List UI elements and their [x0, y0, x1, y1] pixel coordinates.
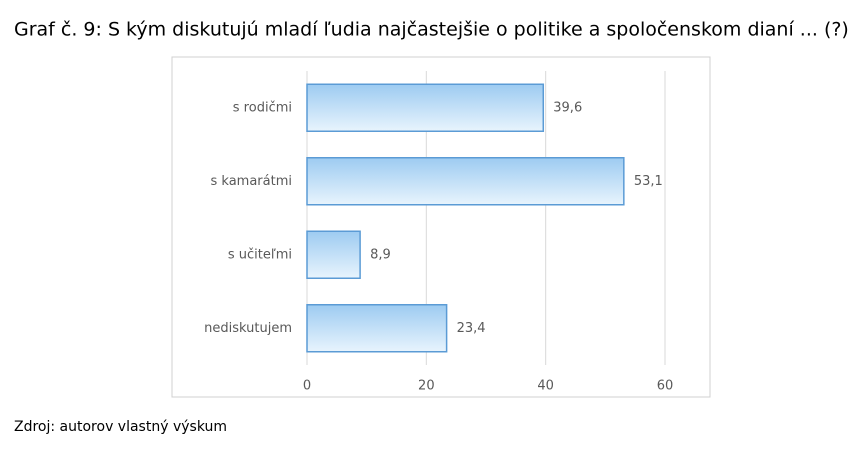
value-label: 23,4 [457, 321, 486, 336]
source: Zdroj: autorov vlastný výskum [14, 419, 227, 435]
value-label: 8,9 [370, 247, 391, 262]
value-label: 39,6 [553, 100, 582, 115]
bar [306, 230, 361, 279]
y-tick-label: s rodičmi [233, 100, 292, 115]
x-tick-label: 0 [303, 379, 311, 394]
value-label: 53,1 [634, 174, 663, 189]
chart-title: Graf č. 9: S kým diskutujú mladí ľudia n… [14, 19, 849, 41]
x-tick-label: 60 [657, 379, 674, 394]
bar [306, 157, 625, 206]
y-tick-label: nediskutujem [204, 321, 292, 336]
x-tick-label: 20 [418, 379, 435, 394]
bar [306, 304, 448, 353]
y-tick-label: s učiteľmi [228, 247, 292, 262]
bar [306, 83, 545, 132]
x-tick-label: 40 [537, 379, 554, 394]
y-tick-label: s kamarátmi [211, 174, 293, 189]
